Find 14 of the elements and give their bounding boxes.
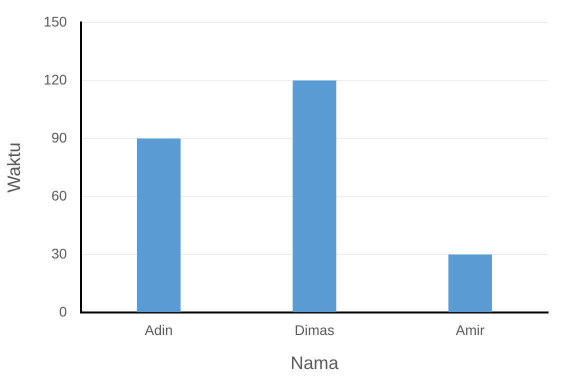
y-tick-label: 60	[51, 187, 68, 204]
x-tick-label: Adin	[144, 322, 173, 338]
x-tick-label: Dimas	[294, 322, 334, 338]
y-tick-label: 90	[51, 129, 68, 146]
x-axis-title: Nama	[290, 353, 340, 374]
x-tick-label: Amir	[456, 322, 485, 338]
y-axis-title: Waktu	[4, 142, 24, 193]
bar	[137, 138, 181, 312]
bar	[448, 254, 492, 312]
y-tick-label: 120	[44, 71, 68, 88]
y-tick-label: 0	[59, 303, 68, 320]
bar	[292, 80, 336, 312]
y-tick-label: 150	[44, 13, 68, 30]
y-tick-label: 30	[51, 245, 68, 262]
